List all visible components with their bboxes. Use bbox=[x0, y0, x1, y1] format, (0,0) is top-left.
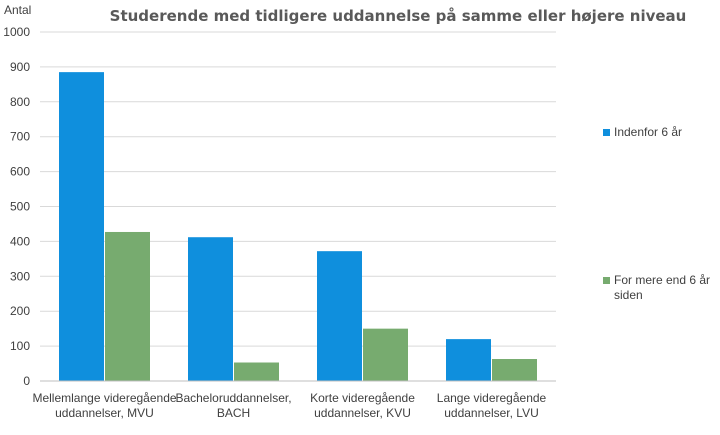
legend-label: siden bbox=[614, 288, 643, 302]
y-tick-label: 300 bbox=[10, 269, 30, 283]
y-tick-label: 100 bbox=[10, 339, 30, 353]
legend-swatch bbox=[603, 129, 610, 136]
bar-series1-cat2 bbox=[188, 237, 233, 381]
x-category-label: Korte videregående bbox=[310, 391, 415, 405]
y-tick-label: 700 bbox=[10, 130, 30, 144]
y-axis-label: Antal bbox=[4, 3, 31, 17]
y-tick-label: 600 bbox=[10, 165, 30, 179]
bar-series2-cat1 bbox=[105, 231, 150, 381]
legend-label: Indenfor 6 år bbox=[614, 125, 682, 139]
x-category-label: uddannelser, KVU bbox=[314, 406, 411, 420]
x-category-label: BACH bbox=[217, 406, 250, 420]
y-tick-label: 400 bbox=[10, 234, 30, 248]
y-tick-label: 900 bbox=[10, 60, 30, 74]
y-axis-ticks: 0 100 200 300 400 500 600 700 800 900 1000 bbox=[3, 25, 30, 388]
bar-series2-cat2 bbox=[234, 362, 279, 381]
bars bbox=[59, 72, 537, 381]
bar-series2-cat3 bbox=[363, 328, 408, 381]
y-tick-label: 200 bbox=[10, 304, 30, 318]
chart-title: Studerende med tidligere uddannelse på s… bbox=[110, 7, 687, 25]
bar-series2-cat4 bbox=[492, 359, 537, 381]
bar-series1-cat4 bbox=[446, 339, 491, 381]
x-category-label: uddannelser, LVU bbox=[444, 406, 539, 420]
x-category-label: Mellemlange videregående bbox=[32, 391, 176, 405]
x-category-label: Lange videregående bbox=[437, 391, 547, 405]
bar-series1-cat3 bbox=[317, 251, 362, 381]
y-tick-label: 800 bbox=[10, 95, 30, 109]
x-category-label: uddannelser, MVU bbox=[55, 406, 154, 420]
y-tick-label: 500 bbox=[10, 200, 30, 214]
bar-series1-cat1 bbox=[59, 72, 104, 381]
legend-label: For mere end 6 år bbox=[614, 273, 710, 287]
y-tick-label: 0 bbox=[23, 374, 30, 388]
x-category-label: Bacheloruddannelser, bbox=[175, 391, 291, 405]
y-tick-label: 1000 bbox=[3, 25, 30, 39]
legend-swatch bbox=[603, 277, 610, 284]
